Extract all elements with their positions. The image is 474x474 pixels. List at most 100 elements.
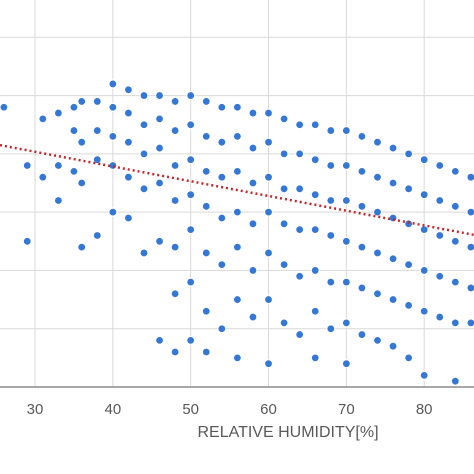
data-point bbox=[279, 318, 289, 328]
data-point bbox=[310, 265, 320, 276]
data-point bbox=[77, 96, 87, 107]
data-point bbox=[108, 207, 118, 217]
data-point bbox=[419, 306, 429, 316]
x-tick-label: 40 bbox=[105, 401, 122, 418]
data-point bbox=[248, 219, 258, 229]
data-point bbox=[92, 96, 102, 107]
data-point bbox=[279, 184, 289, 194]
data-point bbox=[170, 125, 180, 136]
data-point bbox=[357, 329, 367, 340]
x-tick-label: 60 bbox=[260, 401, 277, 418]
data-point bbox=[232, 166, 242, 176]
data-point bbox=[341, 277, 351, 287]
data-point bbox=[404, 219, 414, 229]
data-point bbox=[404, 353, 414, 363]
data-point bbox=[341, 359, 351, 369]
data-point bbox=[201, 131, 211, 141]
data-point bbox=[466, 318, 474, 328]
data-point bbox=[388, 341, 398, 351]
data-point bbox=[263, 359, 274, 369]
data-point bbox=[201, 166, 211, 176]
data-point bbox=[0, 102, 9, 112]
data-point bbox=[186, 335, 196, 345]
data-point bbox=[263, 207, 274, 217]
layer bbox=[0, 0, 474, 388]
x-tick-label: 50 bbox=[182, 401, 199, 418]
data-point bbox=[77, 178, 87, 188]
data-point bbox=[139, 90, 149, 101]
data-point bbox=[341, 195, 351, 206]
data-point bbox=[450, 277, 460, 287]
data-point bbox=[372, 289, 383, 299]
data-point bbox=[295, 329, 305, 340]
data-point bbox=[279, 260, 289, 270]
data-point bbox=[123, 213, 134, 223]
data-point bbox=[123, 108, 134, 118]
data-point bbox=[326, 125, 336, 136]
trend-line bbox=[0, 143, 474, 237]
data-point bbox=[310, 155, 320, 165]
data-point bbox=[77, 137, 87, 147]
data-point bbox=[108, 79, 118, 89]
data-point bbox=[279, 114, 289, 124]
data-point bbox=[404, 260, 414, 270]
data-point bbox=[69, 102, 79, 112]
data-point bbox=[217, 260, 227, 270]
data-point bbox=[53, 160, 63, 171]
data-point bbox=[22, 160, 32, 171]
data-point bbox=[170, 96, 180, 107]
data-point bbox=[310, 306, 320, 316]
x-tick-label: 30 bbox=[27, 401, 44, 418]
data-point bbox=[388, 143, 398, 153]
data-point bbox=[295, 225, 305, 235]
data-point bbox=[232, 242, 242, 252]
data-point bbox=[186, 90, 196, 101]
data-point bbox=[466, 283, 474, 293]
data-point bbox=[69, 166, 79, 176]
data-point bbox=[357, 131, 367, 141]
data-point bbox=[310, 353, 320, 363]
data-point bbox=[154, 90, 165, 101]
data-point bbox=[372, 335, 383, 345]
data-point bbox=[92, 155, 102, 165]
data-point bbox=[232, 131, 242, 141]
data-point bbox=[186, 190, 196, 200]
data-point bbox=[139, 149, 149, 159]
data-point bbox=[435, 230, 445, 241]
data-point bbox=[326, 195, 336, 206]
data-point bbox=[295, 184, 305, 194]
data-point bbox=[466, 242, 474, 252]
x-tick-label: 70 bbox=[338, 401, 355, 418]
data-point bbox=[295, 271, 305, 281]
data-point bbox=[310, 190, 320, 200]
data-point bbox=[154, 236, 165, 246]
data-point bbox=[123, 85, 134, 95]
data-point bbox=[154, 143, 165, 153]
data-point bbox=[279, 149, 289, 159]
data-point bbox=[77, 242, 87, 252]
data-point bbox=[435, 312, 445, 322]
data-point bbox=[404, 184, 414, 194]
data-point bbox=[419, 265, 429, 276]
data-point bbox=[170, 160, 180, 171]
data-point bbox=[232, 353, 242, 363]
data-point bbox=[201, 96, 211, 107]
data-point bbox=[372, 207, 383, 217]
data-point bbox=[419, 370, 429, 380]
data-point bbox=[466, 207, 474, 217]
data-point bbox=[154, 335, 165, 345]
data-point bbox=[186, 120, 196, 130]
layer bbox=[0, 79, 474, 386]
data-point bbox=[435, 160, 445, 171]
data-point bbox=[450, 376, 460, 386]
data-point bbox=[154, 178, 165, 188]
data-point bbox=[295, 149, 305, 159]
data-point bbox=[388, 254, 398, 264]
data-point bbox=[372, 172, 383, 182]
data-point bbox=[419, 190, 429, 200]
data-point bbox=[279, 219, 289, 229]
data-point bbox=[263, 108, 274, 118]
data-point bbox=[248, 312, 258, 322]
